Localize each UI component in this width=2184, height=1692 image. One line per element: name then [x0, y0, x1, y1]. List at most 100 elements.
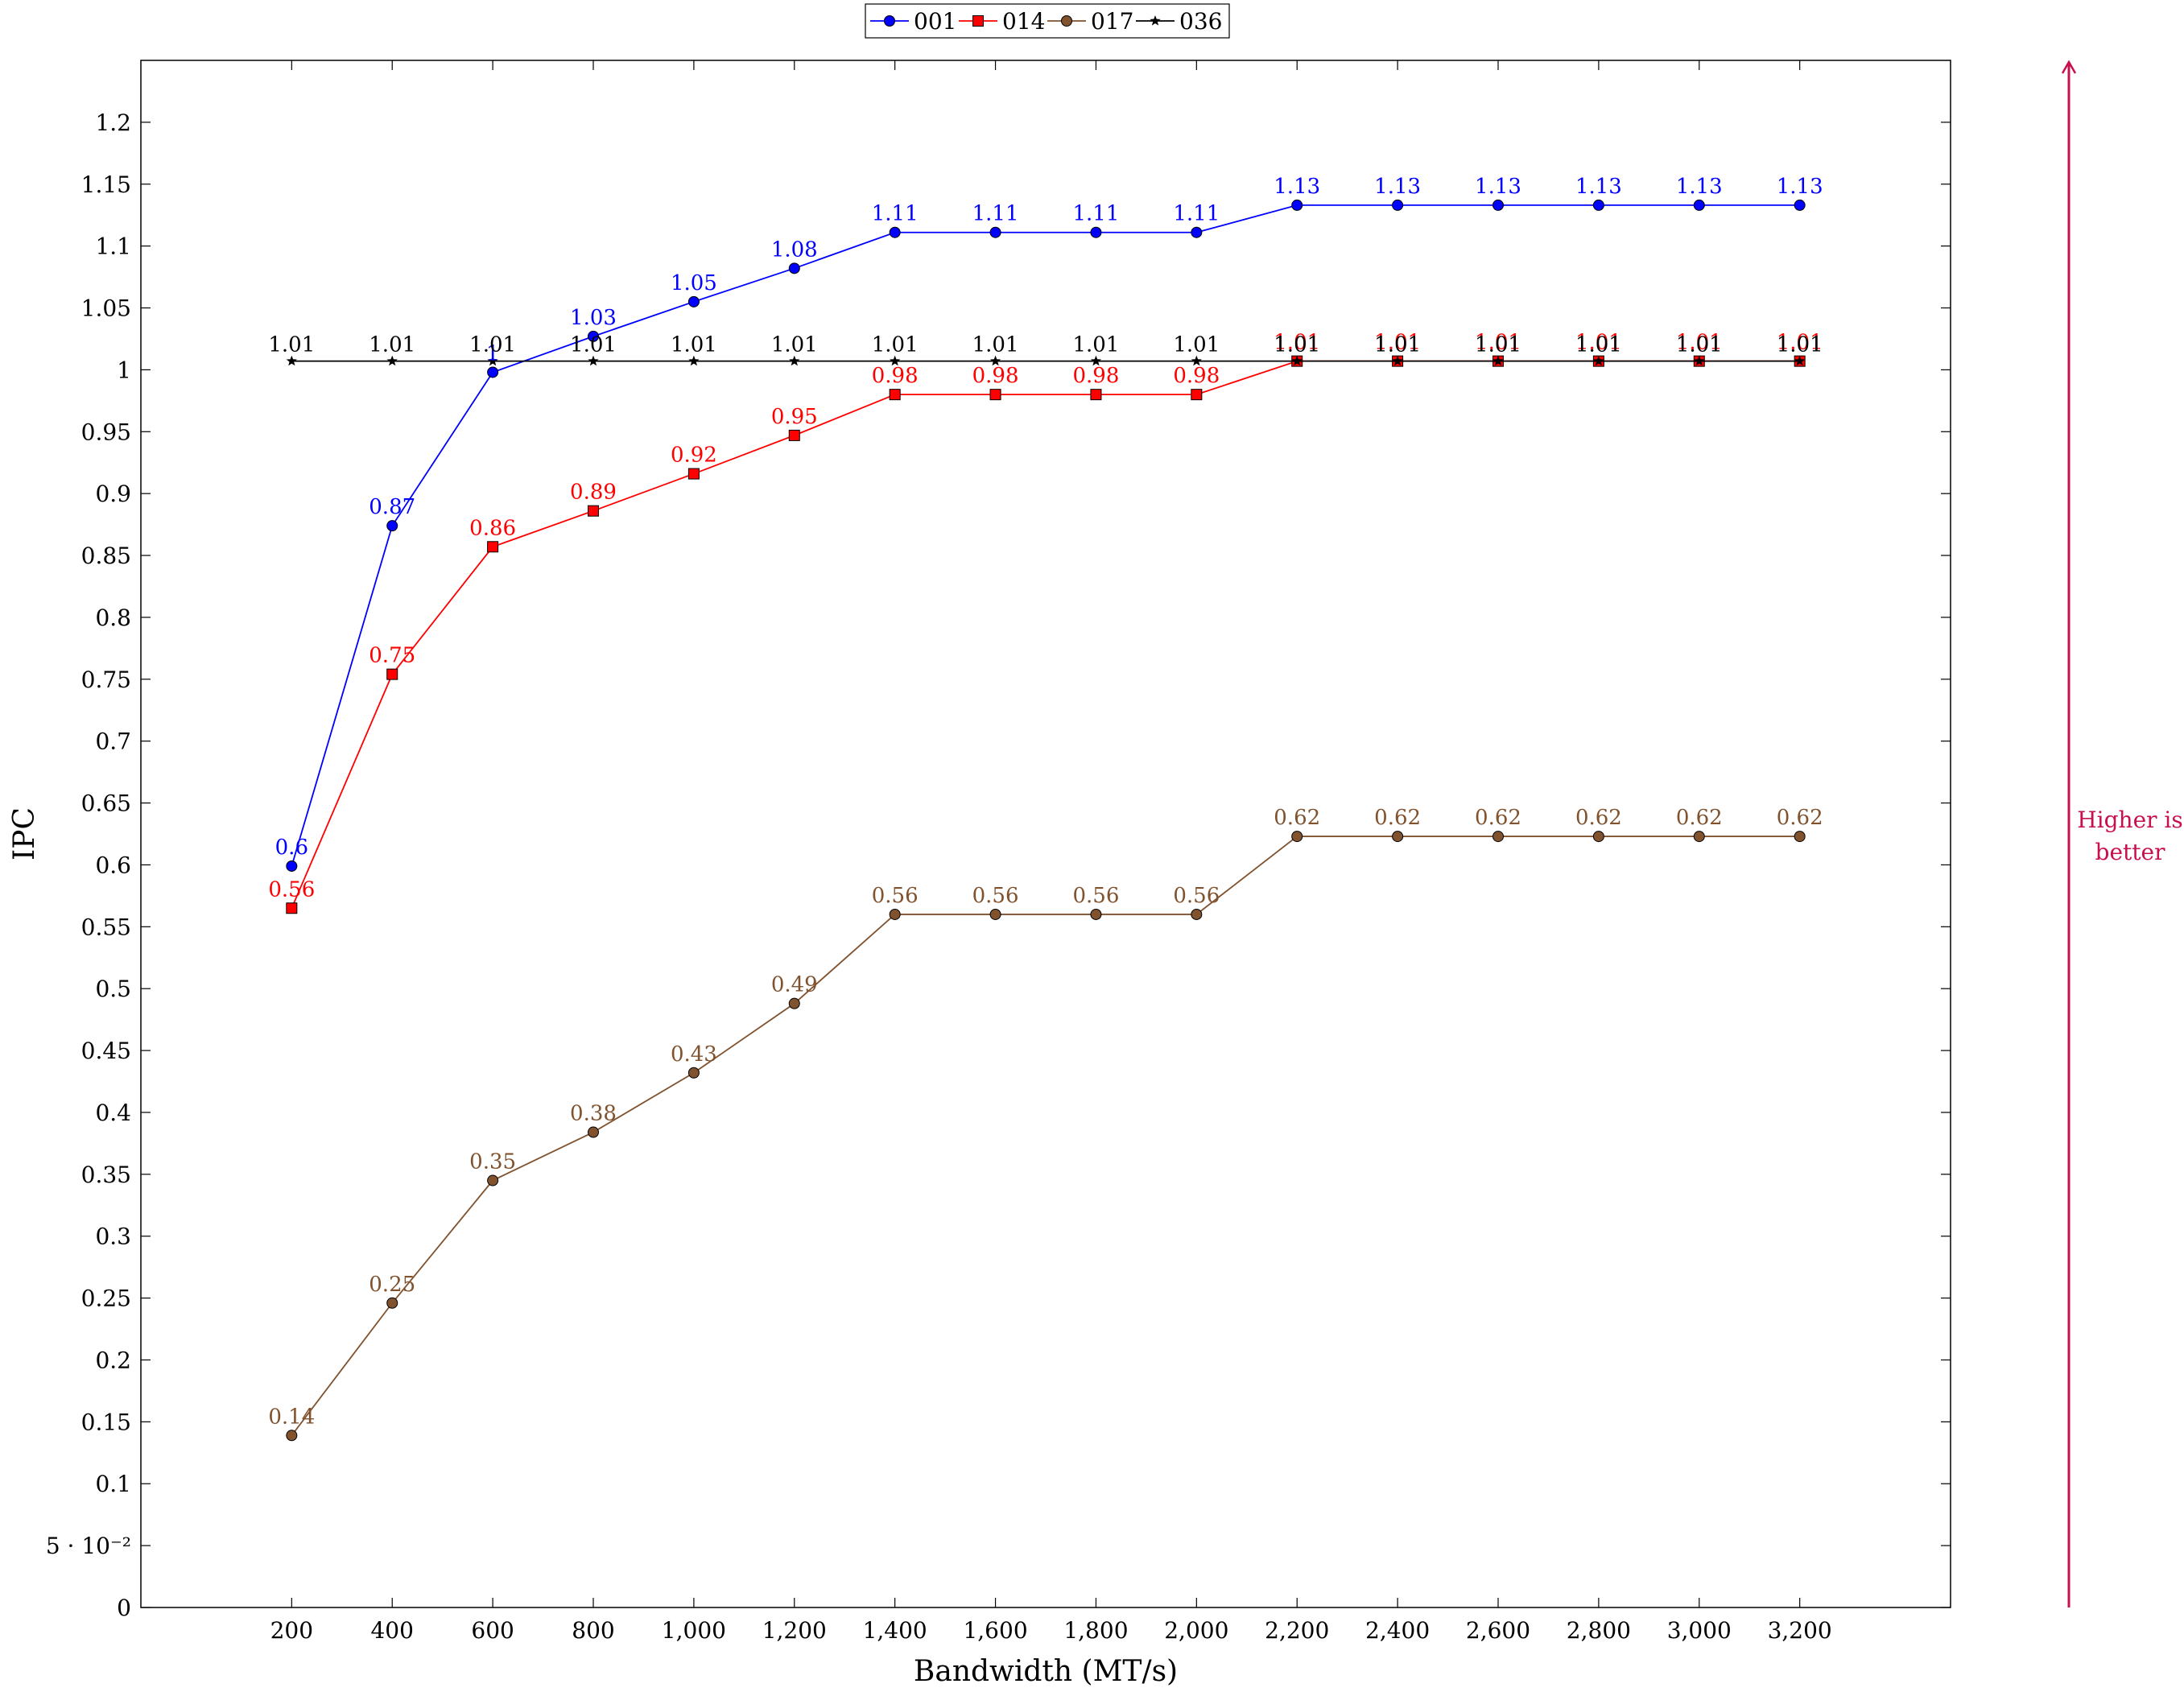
- y-tick-label: 1.2: [95, 109, 131, 136]
- data-label-014: 0.98: [872, 364, 919, 388]
- data-label-036: 1.01: [1777, 333, 1823, 357]
- point-017: [687, 1067, 700, 1079]
- point-017: [588, 1126, 599, 1138]
- legend-label: 036: [1179, 8, 1222, 35]
- point-036: [1291, 355, 1303, 366]
- data-label-017: 0.62: [1274, 806, 1320, 830]
- point-001: [989, 226, 1001, 238]
- y-tick-label: 0.5: [95, 976, 131, 1002]
- y-tick-label: 0.75: [81, 666, 131, 693]
- point-001: [1592, 199, 1604, 211]
- point-001: [386, 520, 398, 532]
- series-line-001: [291, 204, 1800, 867]
- point-001: [588, 330, 599, 342]
- y-tick-label: 1.1: [95, 233, 131, 260]
- data-label-017: 0.62: [1575, 806, 1622, 830]
- x-tick-label: 2,600: [1466, 1617, 1530, 1644]
- series-017: [286, 831, 1806, 1442]
- data-label-036: 1.01: [1173, 333, 1220, 357]
- legend-entry-017: 017: [1047, 8, 1133, 35]
- point-036: [989, 355, 1001, 366]
- point-017: [1492, 831, 1504, 843]
- data-label-001: 1.03: [570, 306, 617, 330]
- x-axis-title: Bandwidth (MT/s): [914, 1655, 1178, 1688]
- y-tick-label: 0.15: [81, 1409, 131, 1435]
- data-label-001: 1.11: [1173, 202, 1220, 226]
- y-tick-label: 1.05: [81, 295, 131, 322]
- data-label-001: 1.05: [671, 271, 717, 295]
- y-tick-label: 0.35: [81, 1162, 131, 1188]
- data-label-014: 0.98: [1173, 364, 1220, 388]
- data-label-036: 1.01: [469, 333, 516, 357]
- data-label-001: 1.13: [1475, 175, 1521, 199]
- data-label-001: 1.13: [1374, 175, 1421, 199]
- y-tick-label: 0.95: [81, 419, 131, 445]
- point-036: [286, 355, 297, 366]
- data-label-001: 1.08: [771, 237, 818, 262]
- data-label-036: 1.01: [1575, 333, 1622, 357]
- data-label-014: 0.56: [268, 877, 315, 902]
- x-tick-label: 3,200: [1768, 1617, 1832, 1644]
- data-label-014: 1.01: [1676, 331, 1723, 355]
- data-label-001: 1.11: [972, 202, 1019, 226]
- data-label-036: 1.01: [570, 333, 617, 357]
- legend-marker: [972, 15, 984, 27]
- x-tick-label: 400: [370, 1617, 413, 1644]
- point-036: [1392, 355, 1403, 366]
- y-tick-label: 0.9: [95, 481, 131, 507]
- point-014: [286, 902, 298, 914]
- point-014: [1090, 389, 1102, 401]
- point-017: [1693, 831, 1705, 843]
- tick-labels: 200 400 600 800 1,000 1,200 1,400 1,600 1,800 2,0…: [46, 109, 1832, 1644]
- point-017: [386, 1297, 398, 1309]
- point-001: [1090, 226, 1102, 238]
- x-tick-label: 200: [270, 1617, 313, 1644]
- point-017: [1291, 831, 1303, 843]
- point-036: [487, 355, 498, 366]
- point-001: [487, 366, 499, 378]
- data-label-014: 0.92: [671, 444, 717, 468]
- y-tick-label: 0: [117, 1595, 131, 1621]
- point-017: [889, 908, 901, 920]
- y-tick-label: 0.4: [95, 1100, 131, 1126]
- y-tick-label: 0.45: [81, 1038, 131, 1064]
- point-017: [1592, 831, 1604, 843]
- point-017: [487, 1174, 499, 1186]
- data-label-017: 0.25: [369, 1273, 415, 1297]
- x-tick-label: 1,800: [1063, 1617, 1128, 1644]
- data-label-001: 1.13: [1676, 175, 1723, 199]
- point-036: [890, 355, 901, 366]
- data-label-014: 0.75: [369, 644, 415, 668]
- point-036: [1593, 355, 1604, 366]
- data-label-017: 0.56: [872, 884, 919, 908]
- annotation-text: Higher is: [2077, 807, 2183, 833]
- x-tick-label: 1,200: [762, 1617, 827, 1644]
- data-label-036: 1.01: [771, 333, 818, 357]
- legend-entry-001: 001: [870, 8, 956, 35]
- point-001: [1492, 199, 1504, 211]
- x-tick-label: 2,400: [1365, 1617, 1430, 1644]
- y-tick-label: 0.3: [95, 1224, 131, 1250]
- data-label-017: 0.56: [1072, 884, 1119, 908]
- data-label-017: 0.62: [1777, 806, 1823, 830]
- data-label-017: 0.14: [268, 1405, 315, 1429]
- point-017: [788, 997, 800, 1009]
- data-label-017: 0.62: [1475, 806, 1521, 830]
- data-label-001: 0.87: [369, 495, 415, 519]
- legend-label: 001: [914, 8, 956, 35]
- legend-marker: [884, 15, 895, 27]
- point-001: [1392, 199, 1404, 211]
- data-label-014: 0.95: [771, 405, 818, 429]
- point-017: [1392, 831, 1404, 843]
- data-label-017: 0.56: [972, 884, 1019, 908]
- data-label-017: 0.62: [1374, 806, 1421, 830]
- data-label-036: 1.01: [872, 333, 919, 357]
- series-001: [286, 199, 1806, 872]
- series-036: [286, 355, 1806, 366]
- data-label-014: 1.01: [1777, 331, 1823, 355]
- legend-label: 017: [1091, 8, 1133, 35]
- data-label-014: 0.86: [469, 516, 516, 540]
- data-label-036: 1.01: [1676, 333, 1723, 357]
- point-001: [687, 295, 700, 307]
- data-label-014: 0.89: [570, 481, 617, 505]
